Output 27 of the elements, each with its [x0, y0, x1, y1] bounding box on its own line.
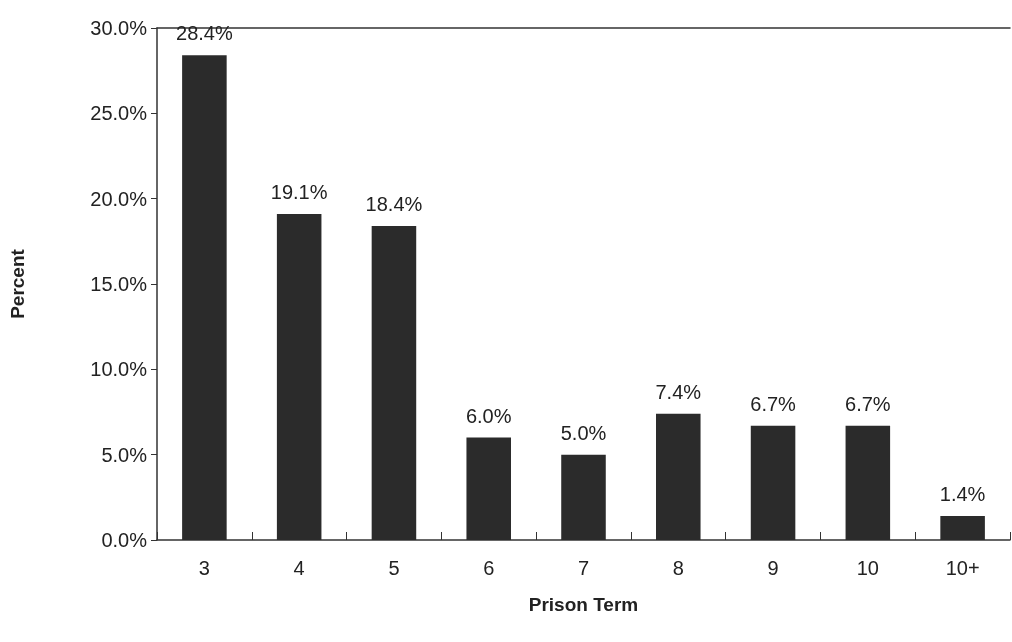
x-tick-label: 4 — [293, 557, 305, 579]
x-tick-label: 6 — [483, 557, 495, 579]
y-tick-label: 15.0% — [90, 273, 148, 295]
data-label: 7.4% — [655, 380, 702, 403]
data-label: 18.4% — [365, 192, 423, 215]
data-label: 28.4% — [176, 22, 233, 45]
x-tick-label: 10+ — [945, 557, 980, 579]
x-tick-label: 3 — [198, 557, 210, 579]
x-tick-label: 5 — [388, 557, 400, 579]
y-tick-label: 10.0% — [90, 358, 148, 381]
data-label: 19.1% — [270, 181, 328, 204]
data-label: 6.7% — [750, 392, 797, 415]
x-tick-label: 7 — [577, 557, 590, 579]
x-axis-title: Prison Term — [528, 594, 639, 615]
x-tick-label: 10 — [856, 557, 879, 579]
y-tick-label: 30.0% — [90, 17, 148, 39]
y-axis-title: Percent — [7, 248, 28, 319]
data-label: 6.0% — [465, 404, 512, 427]
y-tick-label: 0.0% — [101, 529, 148, 551]
y-tick-label: 20.0% — [90, 187, 148, 210]
data-label: 6.7% — [845, 392, 891, 415]
data-label: 5.0% — [560, 421, 607, 444]
y-tick-label: 5.0% — [101, 443, 148, 466]
x-tick-label: 9 — [767, 557, 779, 579]
y-tick-label: 25.0% — [90, 102, 148, 125]
data-label: 1.4% — [939, 483, 986, 506]
x-tick-label: 8 — [672, 557, 684, 579]
